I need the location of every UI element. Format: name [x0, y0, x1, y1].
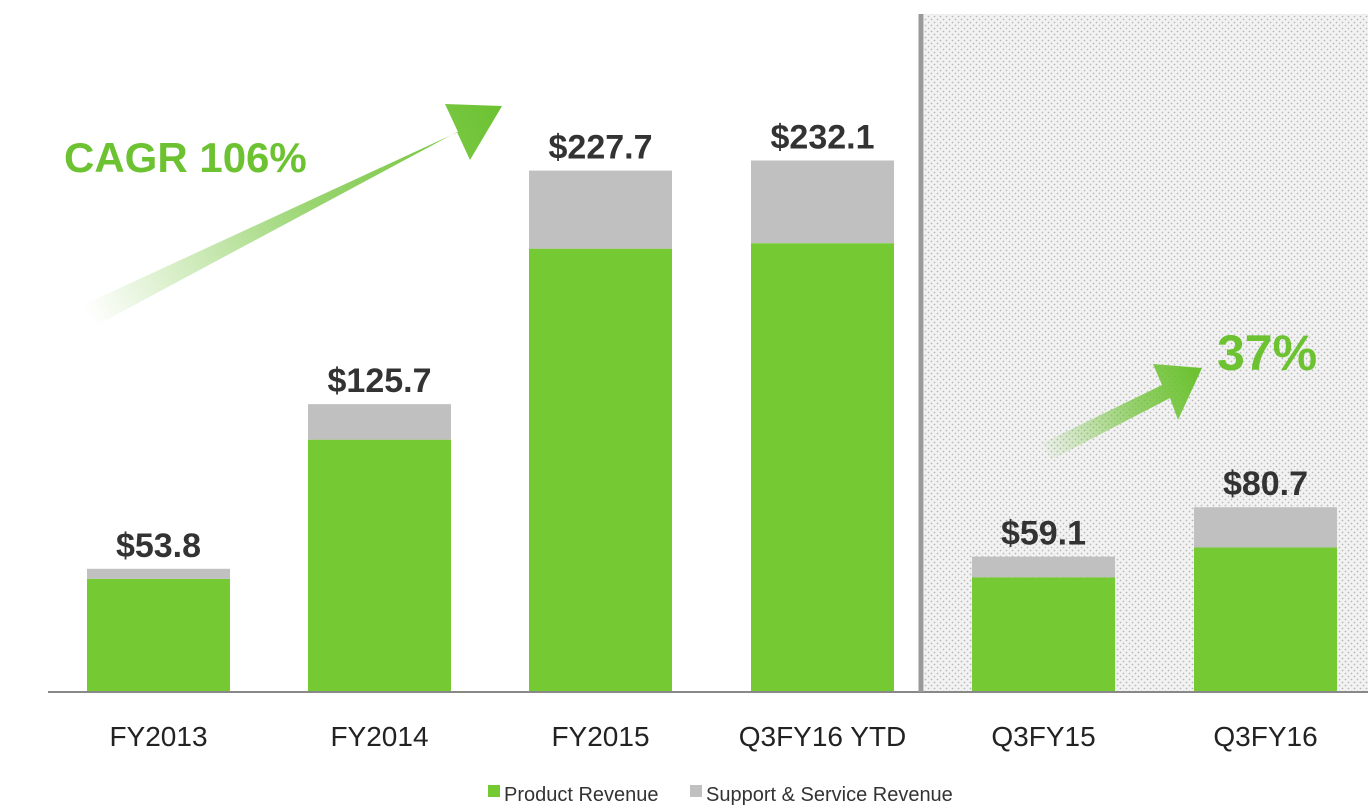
category-label-q3fy16: Q3FY16 [1213, 721, 1317, 752]
category-label-fy2015: FY2015 [551, 721, 649, 752]
bar-product-q3fy15 [972, 577, 1115, 692]
category-label-fy2013: FY2013 [109, 721, 207, 752]
bar-product-q3fy16-ytd [751, 243, 894, 692]
bar-support-q3fy15 [972, 556, 1115, 578]
legend-label-support: Support & Service Revenue [706, 784, 953, 806]
total-label-q3fy15: $59.1 [1001, 515, 1086, 553]
category-label-q3fy15: Q3FY15 [991, 721, 1095, 752]
bar-product-fy2014 [308, 439, 451, 692]
labels-layer: $53.8 FY2013 $125.7 FY2014 $227.7 FY2015 $232.… [109, 118, 1317, 752]
cagr-annotation: CAGR 106% [64, 134, 307, 181]
bar-support-q3fy16 [1194, 507, 1337, 548]
bar-product-fy2013 [87, 578, 230, 692]
growth-arrow-annual [83, 104, 502, 325]
bar-product-fy2015 [529, 248, 672, 692]
bar-support-fy2015 [529, 170, 672, 249]
legend-label-product: Product Revenue [504, 784, 659, 806]
growth-arrow-quarterly [1043, 364, 1202, 460]
total-label-fy2015: $227.7 [549, 129, 653, 167]
bars-layer [87, 160, 1337, 692]
bar-support-fy2013 [87, 568, 230, 579]
total-label-q3fy16: $80.7 [1223, 465, 1308, 503]
quarterly-growth-annotation: 37% [1217, 325, 1317, 381]
legend: Product Revenue Support & Service Revenu… [488, 784, 953, 806]
category-label-fy2014: FY2014 [330, 721, 428, 752]
total-label-fy2013: $53.8 [116, 527, 201, 565]
bar-support-q3fy16-ytd [751, 160, 894, 244]
bar-support-fy2014 [308, 404, 451, 440]
bar-product-q3fy16 [1194, 547, 1337, 692]
category-label-q3fy16-ytd: Q3FY16 YTD [739, 721, 907, 752]
legend-swatch-support [690, 785, 702, 797]
legend-swatch-product [488, 785, 500, 797]
total-label-fy2014: $125.7 [328, 362, 432, 400]
total-label-q3fy16-ytd: $232.1 [771, 118, 875, 156]
